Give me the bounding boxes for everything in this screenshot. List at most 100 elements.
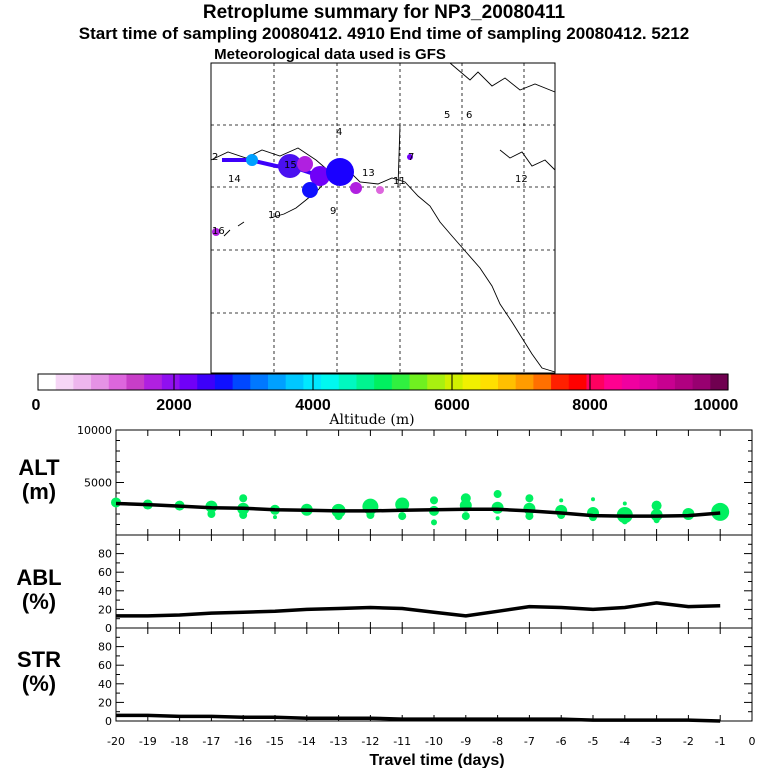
- str-y-tick-label: 80: [98, 641, 112, 654]
- alt-cluster-dot: [621, 518, 628, 525]
- colorbar-swatch: [214, 374, 234, 390]
- altitude-colorbar: [38, 374, 729, 390]
- panel-lines: [115, 501, 721, 723]
- colorbar-swatch: [409, 374, 428, 390]
- plume-cluster: [212, 228, 220, 236]
- map-panel: 2 4 5 6 7 9 10 11 12 13 14 15 16: [210, 62, 556, 374]
- colorbar-swatch: [462, 374, 481, 390]
- x-tick-label: -7: [524, 735, 535, 748]
- colorbar-swatch: [533, 374, 552, 390]
- x-tick-label: -17: [202, 735, 220, 748]
- alt-cluster-dot: [461, 512, 470, 521]
- map-label: 15: [284, 160, 297, 171]
- x-tick-label: 0: [749, 735, 756, 748]
- coastline: [210, 62, 556, 373]
- abl-y-tick-label: 20: [98, 603, 112, 616]
- x-tick-label: -11: [393, 735, 411, 748]
- colorbar-swatch: [126, 374, 145, 390]
- str-y-tick-label: 20: [98, 696, 112, 709]
- colorbar-tick: 2000: [156, 397, 192, 414]
- panel-ticks: [115, 429, 753, 722]
- map-label: 9: [330, 206, 336, 217]
- colorbar-swatch: [356, 374, 375, 390]
- alt-y-tick-label: 5000: [84, 477, 112, 490]
- alt-cluster-dot: [273, 515, 277, 520]
- plume-cluster: [278, 154, 302, 178]
- str-y-tick-label: 60: [98, 659, 112, 672]
- chart-title: Retroplume summary for NP3_20080411: [202, 2, 566, 23]
- colorbar-tick: 4000: [295, 397, 331, 414]
- map-label: 10: [268, 210, 281, 221]
- abl-y-tick-label: 0: [105, 622, 112, 635]
- alt-cluster-dot: [493, 490, 502, 499]
- colorbar-swatch: [586, 374, 605, 390]
- alt-cluster-dot: [559, 498, 564, 503]
- colorbar-tick: 6000: [434, 397, 470, 414]
- x-tick-label: -14: [298, 735, 316, 748]
- x-tick-label: -9: [460, 735, 471, 748]
- alt-cluster-dot: [430, 496, 438, 505]
- colorbar-swatch: [232, 374, 251, 390]
- x-tick-label: -20: [107, 735, 125, 748]
- x-tick-label: -18: [171, 735, 189, 748]
- x-tick-label: -1: [715, 735, 726, 748]
- x-tick-label: -8: [492, 735, 503, 748]
- str-y-tick-label: 40: [98, 678, 112, 691]
- x-tick-labels: -20 -19 -18 -17 -16 -15 -14 -13 -12 -11 -10 -9 -8 -7-…: [107, 735, 755, 748]
- plume-cluster: [350, 182, 362, 194]
- colorbar-tick: 8000: [572, 397, 608, 414]
- colorbar-swatch: [338, 374, 358, 390]
- x-tick-label: -5: [588, 735, 599, 748]
- colorbar-swatch: [374, 374, 393, 390]
- str-panel-frame: [115, 627, 753, 722]
- map-label: 2: [212, 152, 218, 163]
- colorbar-swatch: [657, 374, 676, 390]
- alt-cluster-dot: [495, 516, 500, 521]
- alt-cluster-dot: [622, 501, 627, 506]
- alt-cluster-dot: [334, 512, 343, 521]
- alt-axis-label: ALT (m): [8, 456, 70, 504]
- x-tick-label: -19: [139, 735, 157, 748]
- alt-cluster-dot: [591, 497, 595, 502]
- alt-cluster-dot: [651, 500, 662, 511]
- colorbar-swatch: [268, 374, 287, 390]
- abl-axis-label: ABL (%): [8, 566, 70, 614]
- colorbar-frame: [37, 373, 729, 391]
- alt-cluster-dot: [239, 494, 248, 503]
- plume-cluster: [246, 154, 258, 166]
- colorbar-swatch: [108, 374, 128, 390]
- sampling-time: Start time of sampling 20080412. 4910 En…: [78, 24, 690, 43]
- x-tick-label: -3: [651, 735, 662, 748]
- colorbar-swatch: [692, 374, 711, 390]
- colorbar-swatch: [38, 374, 57, 390]
- str-axis-label: STR (%): [8, 648, 70, 696]
- colorbar-swatch: [91, 374, 110, 390]
- colorbar-swatch: [639, 374, 658, 390]
- alt-cluster-dot: [207, 510, 216, 518]
- colorbar-swatch: [55, 374, 74, 390]
- alt-series-line: [115, 501, 721, 518]
- str-y-tick-label: 0: [105, 715, 112, 728]
- colorbar-swatch: [250, 374, 269, 390]
- met-data-note: Meteorological data used is GFS: [214, 46, 446, 63]
- map-label: 13: [362, 168, 375, 179]
- colorbar-swatch: [73, 374, 92, 390]
- map-label: 6: [466, 110, 472, 121]
- x-tick-label: -12: [361, 735, 379, 748]
- colorbar-swatch: [568, 374, 588, 390]
- colorbar-swatch: [621, 374, 641, 390]
- abl-y-tick-label: 60: [98, 566, 112, 579]
- colorbar-swatch: [674, 374, 694, 390]
- colorbar-swatch: [515, 374, 534, 390]
- y-tick-labels: 5000 10000 0 20 40 60 80 0 20 40 60 80: [77, 424, 112, 728]
- alt-cluster-dot: [525, 494, 534, 503]
- x-tick-label: -4: [619, 735, 630, 748]
- colorbar-tick: 10000: [694, 397, 739, 414]
- alt-label-top: ALT: [18, 455, 60, 480]
- str-label-bottom: (%): [21, 671, 57, 696]
- colorbar-swatch: [444, 374, 464, 390]
- plume-cluster: [376, 186, 384, 194]
- map-label: 12: [515, 174, 528, 185]
- x-axis-label: Travel time (days): [369, 752, 504, 768]
- map-label: 14: [228, 174, 241, 185]
